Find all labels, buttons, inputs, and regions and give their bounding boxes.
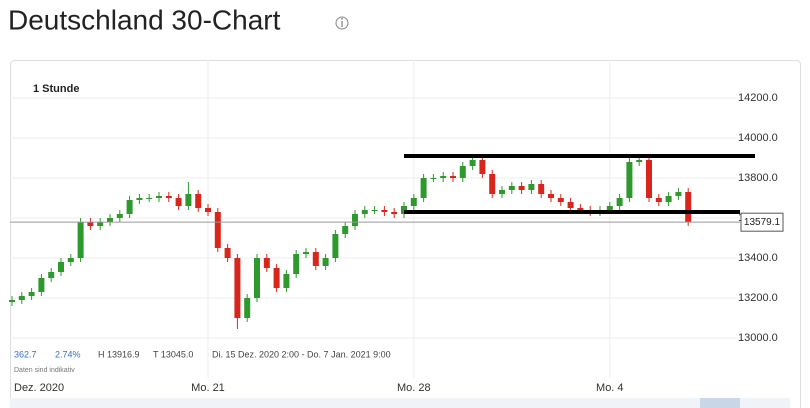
stat: 2.74% [55, 349, 81, 359]
candle-body [146, 198, 153, 199]
candle-body [381, 210, 388, 212]
candle-body [391, 212, 398, 214]
candle-body [655, 198, 662, 202]
info-icon[interactable] [335, 16, 349, 30]
candle-body [175, 198, 182, 206]
candle-body [195, 194, 202, 208]
candle-body [469, 160, 476, 166]
candle-body [352, 214, 358, 226]
candle-body [322, 258, 329, 266]
candle-body [87, 222, 94, 226]
candle-body [48, 272, 55, 278]
candle-body [332, 234, 339, 258]
y-tick-label: 13400.0 [738, 252, 778, 264]
candle-body [303, 252, 309, 254]
candle-body [18, 296, 25, 300]
candle-body [430, 178, 437, 179]
y-tick-label: 13800.0 [738, 172, 778, 184]
candle-body [528, 184, 535, 190]
candle-body [293, 254, 300, 274]
candle-body [450, 176, 456, 178]
candle-body [606, 206, 613, 210]
candle-body [616, 198, 623, 206]
candle-body [38, 278, 45, 292]
candle-body [371, 210, 378, 211]
candle-body [312, 252, 319, 266]
candle-body [665, 196, 672, 202]
stat: Di. 15 Dez. 2020 2:00 - Do. 7 Jan. 2021 … [212, 349, 391, 359]
x-tick-label: Mo. 4 [596, 382, 624, 394]
candle-body [646, 160, 652, 198]
candle-body [538, 184, 545, 194]
candle-body [626, 162, 633, 198]
candle-body [234, 258, 241, 318]
candle-body [459, 166, 466, 178]
candle-body [410, 198, 417, 206]
candle-body [636, 160, 643, 162]
last-price-box [740, 212, 784, 232]
candle-body [263, 258, 270, 268]
stat: 362.7 [14, 349, 37, 359]
candle-body [67, 258, 74, 262]
y-tick-label: 13200.0 [738, 292, 778, 304]
y-tick-label: 14000.0 [738, 132, 778, 144]
candle-body [58, 262, 64, 272]
note: Daten sind indikativ [14, 367, 75, 374]
candle-body [420, 178, 427, 198]
navigator[interactable] [10, 398, 790, 408]
candle-body [214, 212, 221, 248]
navigator-window[interactable] [700, 398, 740, 408]
candle-body [283, 274, 290, 288]
candle-body [361, 210, 368, 214]
candle-body [254, 258, 260, 298]
candle-body [675, 192, 682, 196]
candle-body [577, 208, 584, 210]
candle-body [165, 196, 172, 198]
chart-frame [10, 60, 801, 408]
candle-body [97, 222, 104, 226]
candle-body [185, 194, 192, 206]
candle-body [499, 190, 505, 194]
candle-body [518, 186, 525, 190]
candle-body [9, 300, 15, 302]
candle-body [508, 186, 515, 190]
candle-body [244, 298, 251, 318]
candle-body [273, 268, 280, 288]
y-tick-label: 13000.0 [738, 332, 778, 344]
candle-body [116, 214, 123, 218]
period-label[interactable]: 1 Stunde [33, 83, 79, 95]
candle-body [224, 248, 231, 258]
candle-body [685, 192, 692, 223]
stat: H 13916.9 [98, 349, 140, 359]
candle-body [342, 226, 349, 234]
candle-body [107, 218, 113, 222]
candle-body [77, 222, 84, 258]
x-tick-label: Mo. 28 [397, 382, 431, 394]
candle-body [567, 202, 574, 208]
candle-body [440, 176, 447, 178]
candle-body [557, 198, 564, 202]
candle-body [548, 194, 554, 198]
candle-body [136, 198, 143, 200]
candle-body [489, 174, 496, 194]
chart-title: Deutschland 30-Chart [8, 4, 281, 35]
x-tick-label: Mo. 21 [191, 382, 225, 394]
x-tick-label: Dez. 2020 [14, 382, 64, 394]
candle-body [28, 292, 35, 296]
candle-body [479, 160, 486, 174]
candle-body [205, 208, 211, 212]
y-tick-label: 14200.0 [738, 92, 778, 104]
candle-body [126, 200, 133, 214]
candle-body [156, 196, 162, 198]
stat: T 13045.0 [153, 349, 193, 359]
last-price-label: 13579.1 [744, 217, 781, 228]
